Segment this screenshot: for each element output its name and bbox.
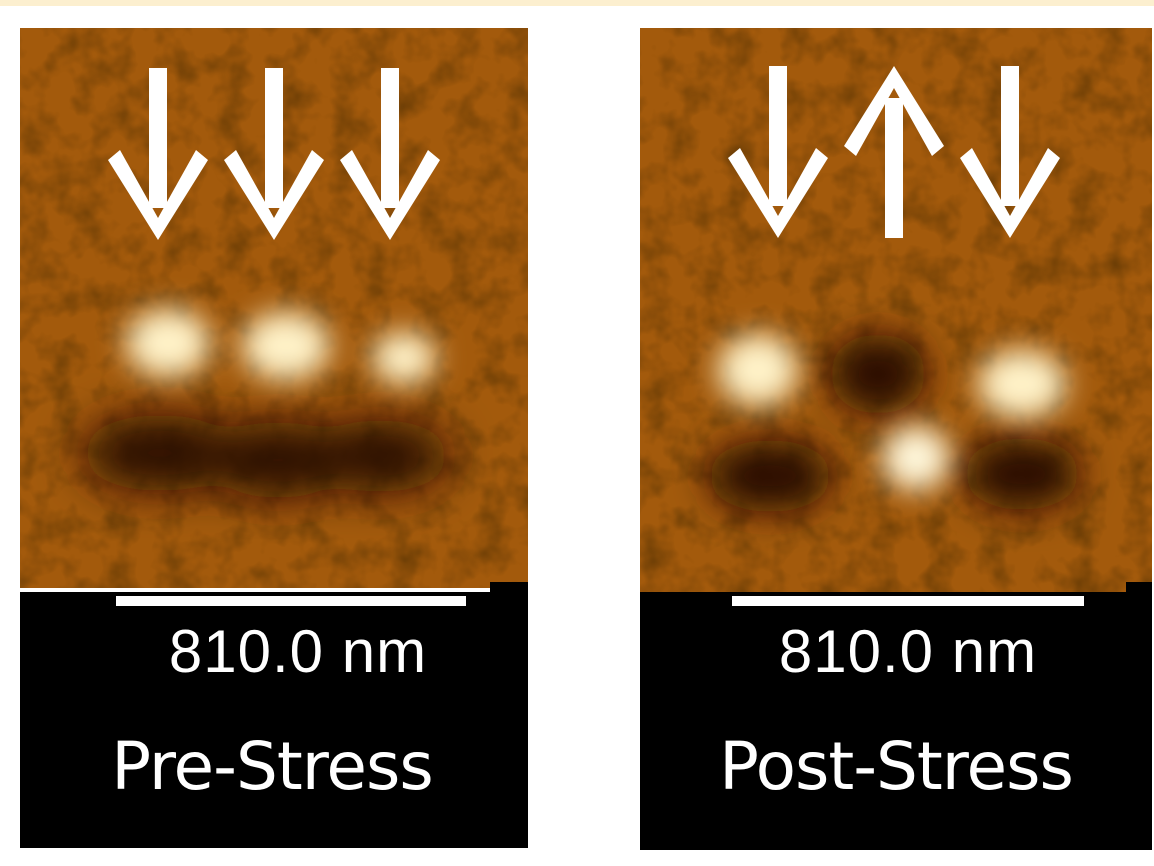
- arrow-down-icon: [224, 68, 324, 240]
- afm-image-post-stress: [640, 28, 1152, 850]
- condition-label: Post-Stress: [719, 728, 1074, 805]
- label-bar: [640, 582, 1152, 850]
- arrow-down-icon: [108, 68, 208, 240]
- afm-bright-spots: [718, 334, 1066, 490]
- scale-label: 810.0 nm: [168, 618, 428, 685]
- afm-panel-post-stress: 810.0 nm Post-Stress: [640, 28, 1152, 850]
- afm-image-pre-stress: [20, 28, 528, 848]
- afm-bright-spots: [126, 309, 436, 384]
- scale-label: 810.0 nm: [778, 618, 1038, 685]
- afm-panel-pre-stress: 810.0 nm Pre-Stress: [20, 28, 528, 848]
- spin-arrows: [728, 66, 1060, 238]
- afm-dark-band: [82, 415, 450, 498]
- condition-label: Pre-Stress: [111, 728, 434, 805]
- top-strip: [0, 0, 1154, 6]
- label-bar: [20, 582, 528, 848]
- arrow-down-icon: [728, 66, 828, 238]
- arrow-down-icon: [340, 68, 440, 240]
- afm-dark-spots: [708, 334, 1080, 512]
- arrow-up-icon: [844, 66, 944, 238]
- arrow-down-icon: [960, 66, 1060, 238]
- scale-bar: [116, 596, 466, 606]
- scale-bar: [732, 596, 1084, 606]
- spin-arrows: [108, 68, 440, 240]
